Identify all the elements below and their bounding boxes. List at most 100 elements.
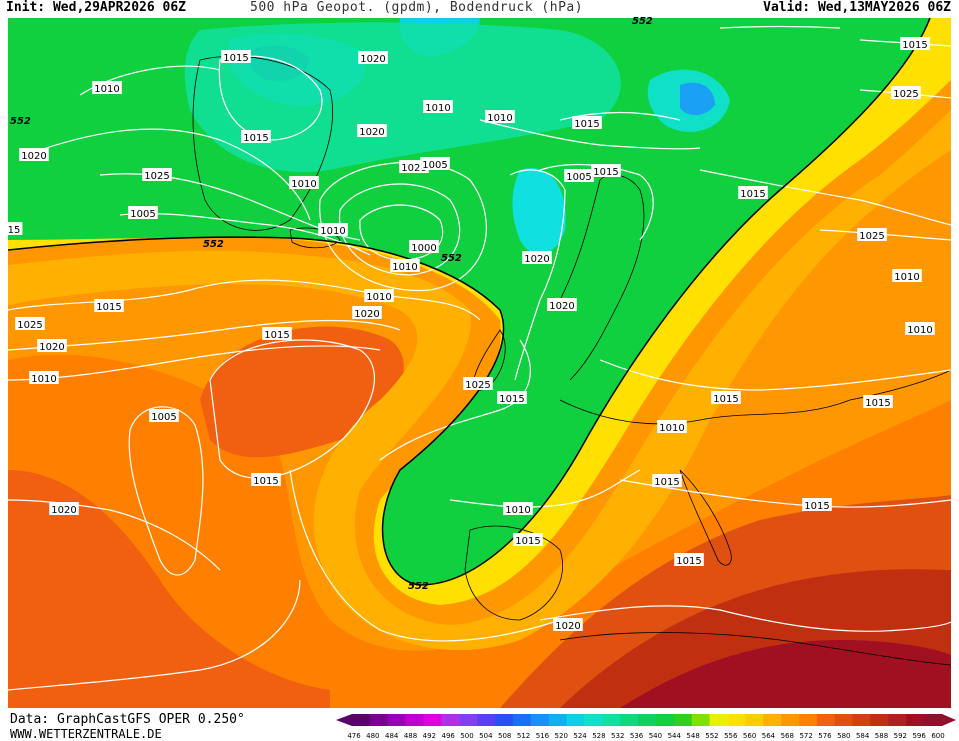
colorbar-tick-label: 492 [423,732,436,740]
svg-text:1015: 1015 [902,40,927,51]
svg-text:1020: 1020 [51,505,76,516]
svg-text:1010: 1010 [320,226,345,237]
colorbar-tick-label: 516 [536,732,550,740]
isobar-label: 15 [5,222,23,236]
colorbar-swatch [584,714,603,726]
isobar-label: 1015 [711,391,741,405]
coast-greenland [192,55,333,231]
colorbar-swatch [459,714,478,726]
svg-text:1020: 1020 [549,301,574,312]
svg-text:1015: 1015 [223,53,248,64]
isobar-1015-east [699,169,952,226]
colorbar-tick-label: 544 [668,732,682,740]
isobar-label: 1015 [572,116,602,130]
svg-text:1005: 1005 [130,209,155,220]
colorbar-tick-label: 548 [686,732,699,740]
colorbar-tick-label: 584 [856,732,870,740]
isobar-label: 1025 [463,377,493,391]
isobar-label: 1020 [522,251,552,265]
colorbar-tick-label: 600 [931,732,944,740]
colorbar-tick-label: 520 [555,732,568,740]
colorbar-swatch [369,714,389,726]
field-high-core [200,326,404,458]
colorbar-tick-label: 580 [837,732,850,740]
field-teal-arctic [184,22,621,172]
isobar-1010-trough [379,339,531,461]
colorbar-swatch [691,714,711,726]
colorbar-tick-label: 572 [799,732,812,740]
isobar-label: 1015 [251,473,281,487]
geopotential-label: 552 [441,253,462,264]
isobar-1015-ne [719,25,841,29]
coast-europe [559,369,952,425]
isobar-1010-iberia [449,469,641,508]
isobar-1015-med [619,479,952,508]
isobar-label: 1005 [149,409,179,423]
svg-text:1025: 1025 [859,231,884,242]
map-title: 500 hPa Geopot. (gpdm), Bodendruck (hPa) [250,0,584,15]
website-link[interactable]: WWW.WETTERZENTRALE.DE [10,727,162,741]
svg-text:1020: 1020 [39,342,64,353]
colorbar-swatch [798,714,818,726]
coast-iberia [464,525,563,621]
colorbar-tick-label: 532 [611,732,624,740]
isobar-1010-scand [539,163,654,241]
field-band-548 [8,18,930,585]
svg-text:1020: 1020 [401,163,426,174]
isobar-1015-europe [599,359,952,391]
colorbar-tick-label: 504 [479,732,493,740]
isobar-label: 1025 [15,317,45,331]
isobar-label: 1010 [289,176,319,190]
isobar-label: 1010 [892,269,922,283]
svg-text:1015: 1015 [515,536,540,547]
colorbar-left-arrow [336,714,352,726]
svg-text:1020: 1020 [360,54,385,65]
svg-text:1010: 1010 [907,325,932,336]
coast-scandinavia [559,174,645,381]
colorbar-tick-label: 500 [460,732,473,740]
isobar-label: 1015 [738,186,768,200]
svg-text:1010: 1010 [425,103,450,114]
svg-text:1015: 1015 [253,476,278,487]
svg-text:1015: 1015 [804,501,829,512]
svg-text:1010: 1010 [894,272,919,283]
svg-text:1010: 1010 [392,262,417,273]
isobar-label: 1010 [92,81,122,95]
colorbar-tick-label: 508 [498,732,511,740]
isobar-label: 1015 [221,50,251,64]
colorbar-swatch [834,714,854,726]
colorbar-swatch [888,714,907,726]
svg-text:1005: 1005 [151,412,176,423]
isobar-label: 1010 [657,420,687,434]
svg-text:1025: 1025 [17,320,42,331]
geopotential-label: 552 [632,16,653,27]
svg-text:1020: 1020 [359,127,384,138]
colorbar-swatch [781,714,800,726]
colorbar-tick-label: 588 [875,732,888,740]
colorbar-swatch [387,714,407,726]
isobar-label: 1020 [19,148,49,162]
valid-time-label: Valid: Wed,13MAY2026 06Z [763,0,951,15]
isobar-1025-south [7,499,221,571]
svg-text:1020: 1020 [21,151,46,162]
colorbar-swatch [906,714,925,726]
isobar-label: 1025 [857,228,887,242]
colorbar-tick-label: 476 [347,732,361,740]
svg-text:1010: 1010 [505,505,530,516]
colorbar-swatch [405,714,425,726]
isobar-label: 1015 [674,553,704,567]
isobar-1005-low [338,183,461,276]
colorbar-tick-label: 564 [762,732,776,740]
isobar-label: 1005 [420,157,450,171]
geopotential-label: 552 [408,581,429,592]
colorbar-swatch [423,714,442,726]
isobar-label: 1015 [863,395,893,409]
isobar-1015-africa [539,605,952,632]
colorbar-tick-label: 536 [630,732,644,740]
isobar-label: 1020 [37,339,67,353]
isobar-1020-west [7,319,401,351]
colorbar-right-arrow [942,714,956,726]
colorbar: 476 480 484 488 492 496 500 504 508 512 516 520 524 5… [336,714,956,740]
colorbar-tick-label: 560 [743,732,756,740]
